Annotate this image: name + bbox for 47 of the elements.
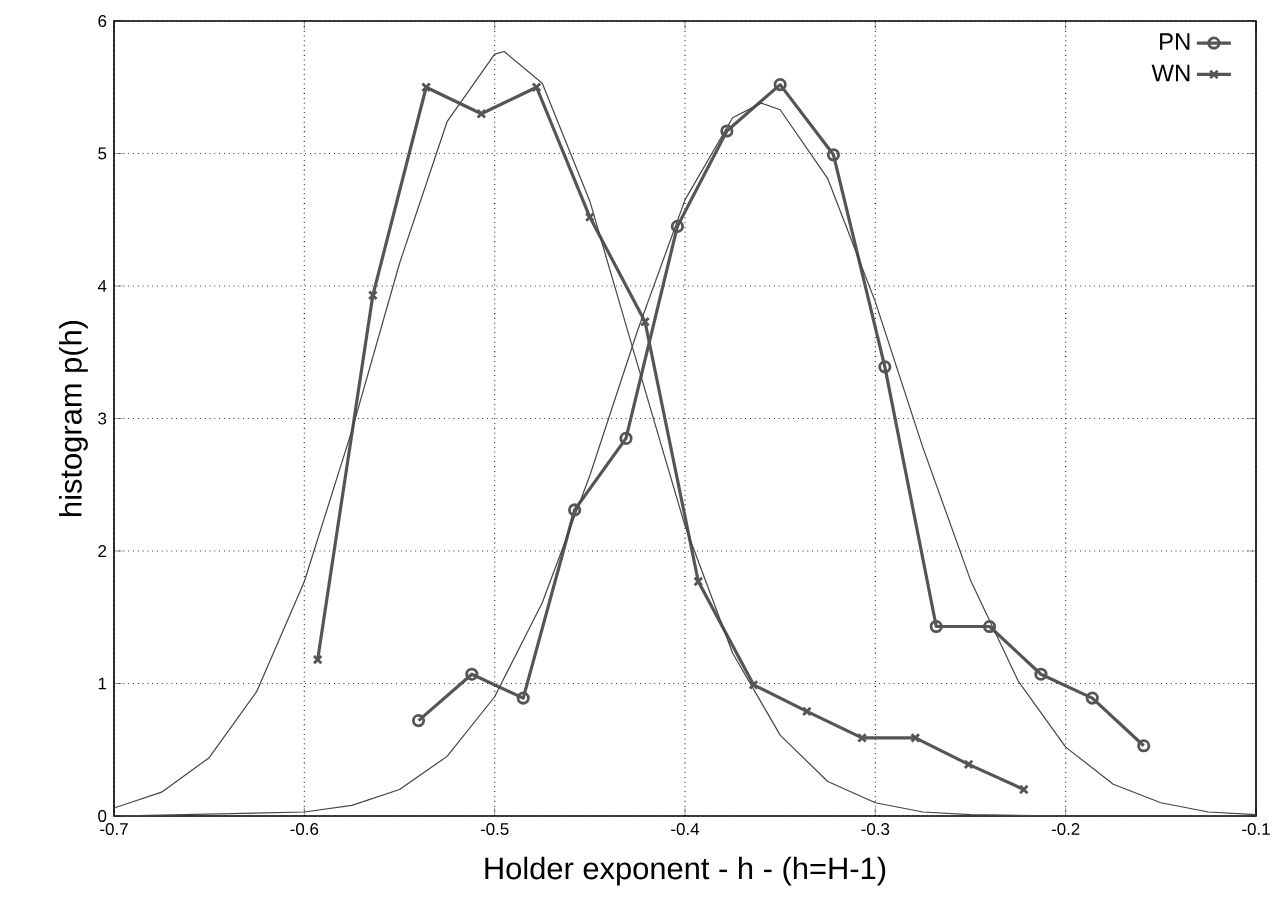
legend-label: WN — [1151, 64, 1190, 82]
y-tick-label: 5 — [98, 147, 107, 160]
x-tick-label: -0.2 — [1051, 823, 1080, 836]
point — [531, 82, 542, 93]
point — [963, 759, 974, 770]
point — [670, 219, 684, 233]
y-tick-label: 2 — [98, 545, 107, 557]
y-axis-title: histogram p(h) — [59, 320, 88, 516]
point — [826, 148, 841, 162]
point — [312, 654, 323, 665]
point — [801, 706, 812, 717]
x-tick-label: -0.4 — [671, 823, 700, 836]
point — [367, 290, 378, 301]
point — [584, 212, 595, 223]
point — [476, 108, 487, 119]
point — [773, 78, 787, 92]
x-tick-label: -0.6 — [290, 823, 319, 836]
point — [411, 714, 426, 728]
point — [856, 732, 868, 743]
y-tick-label: 6 — [98, 15, 107, 27]
x-tick-label: -0.3 — [861, 823, 890, 836]
point — [748, 679, 759, 690]
point — [910, 732, 921, 743]
x-tick-label: -0.1 — [1242, 823, 1270, 836]
point — [720, 124, 734, 138]
point — [1018, 784, 1029, 795]
point — [1034, 667, 1048, 681]
point — [619, 431, 633, 445]
point — [693, 576, 704, 587]
point — [1137, 739, 1151, 753]
y-tick-label: 4 — [97, 280, 107, 292]
point — [465, 667, 479, 681]
x-tick-label: -0.5 — [480, 823, 509, 836]
y-tick-label: 1 — [98, 677, 107, 690]
point — [516, 691, 530, 705]
point — [982, 619, 997, 634]
x-axis-title: Holder exponent - h - (h=H-1) — [485, 856, 886, 886]
y-tick-label: 3 — [98, 412, 107, 425]
point — [878, 360, 892, 374]
point — [421, 82, 432, 93]
point — [568, 503, 582, 517]
x-tick-label: -0.7 — [100, 823, 128, 836]
point — [929, 619, 943, 634]
y-tick-label: 0 — [98, 810, 107, 822]
legend-label: PN — [1160, 33, 1190, 50]
point — [639, 316, 651, 327]
point — [1085, 691, 1099, 705]
